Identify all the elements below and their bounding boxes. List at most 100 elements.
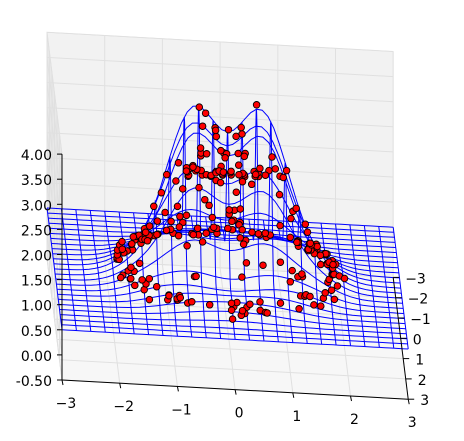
scatter-point [286, 233, 295, 242]
y-tick-label: 0 [413, 332, 422, 348]
scatter-point [127, 263, 135, 272]
scatter-point [183, 242, 191, 250]
wire-col [104, 211, 121, 334]
scatter-point [259, 261, 267, 269]
scatter-point [329, 260, 337, 269]
scatter-point [174, 231, 183, 240]
scatter-point [141, 228, 150, 237]
x-tick-mark [61, 379, 64, 386]
scatter-point [242, 259, 251, 267]
scatter-point [128, 240, 136, 248]
scatter-point [301, 220, 310, 228]
scatter-point [306, 239, 315, 248]
scatter-point [295, 305, 303, 313]
z-tick-label: 2.00 [21, 249, 52, 265]
scatter-point [316, 251, 325, 260]
scatter-point [279, 173, 288, 182]
scatter-point [261, 171, 270, 179]
x-tick-mark [350, 395, 352, 402]
scatter-point [198, 122, 207, 130]
scatter-point [145, 295, 154, 304]
z-tick-label: -0.50 [16, 374, 52, 390]
scatter-point [162, 170, 171, 179]
scatter-point [310, 301, 318, 309]
scatter-point [131, 281, 139, 290]
scatter-point [165, 291, 173, 300]
x-tick-mark [234, 389, 237, 395]
scatter-point [236, 234, 244, 242]
scatter-point [172, 177, 180, 185]
x-tick-mark [292, 392, 295, 398]
scatter-points [113, 101, 349, 323]
scatter-point [252, 101, 261, 109]
scatter-point [268, 153, 276, 161]
scatter-point [228, 315, 237, 323]
scatter-point [224, 125, 233, 134]
wire-col [349, 224, 366, 347]
scatter-point [182, 167, 191, 175]
y-tick-label: 1 [415, 353, 424, 369]
scatter-point [202, 229, 210, 237]
scatter-point [306, 292, 314, 301]
scatter-point [287, 214, 295, 223]
scatter-point [276, 299, 285, 307]
x-tick-mark [119, 383, 122, 389]
z-tick-label: 2.50 [21, 223, 52, 239]
scatter-point [152, 282, 161, 291]
scatter-point [235, 170, 243, 179]
scatter-point [205, 201, 213, 210]
scatter-point [333, 282, 342, 290]
x-tick-mark [176, 386, 179, 392]
z-tick-label: 4.00 [21, 148, 52, 164]
scatter-point [143, 237, 152, 245]
grid-line-y [51, 72, 399, 319]
scatter-point [209, 223, 218, 231]
scatter-point [227, 306, 236, 314]
wire-col [392, 227, 409, 350]
scatter-point [188, 298, 196, 306]
scatter-point [178, 185, 187, 193]
scatter-point [138, 276, 146, 284]
scatter-point [234, 149, 242, 158]
wire-col [46, 207, 63, 330]
scatter-point [275, 190, 284, 199]
scatter-point [240, 152, 249, 161]
x-tick-label: −1 [171, 402, 192, 418]
scatter-point [189, 230, 198, 239]
z-tick-label: 1.50 [21, 274, 52, 290]
scatter-point [135, 259, 144, 268]
scatter-point [224, 224, 232, 233]
z-tick-label: 3.50 [21, 173, 52, 189]
scatter-point [232, 188, 241, 196]
scatter-point [167, 217, 175, 226]
scatter-point [189, 163, 197, 171]
x-tick-label: −2 [113, 399, 134, 415]
scatter-point [198, 238, 207, 246]
scatter-point [217, 146, 225, 155]
wire-col [277, 162, 294, 343]
scatter-point [153, 217, 162, 225]
y-tick-label: −2 [408, 292, 429, 308]
tick-labels: −3 −2 −1 0 1 2 3 −3 −2 −1 0 1 2 3 -0.50 0.00 0.50 1.00 1.5… [16, 148, 431, 431]
scatter-point [238, 273, 246, 281]
scatter-point [129, 233, 138, 241]
scatter-point [195, 103, 204, 111]
scatter-point [145, 274, 154, 283]
scatter-point [173, 202, 182, 211]
x-tick-mark [407, 399, 410, 405]
scatter-point [238, 177, 247, 186]
z-tick-label: 1.00 [21, 299, 52, 315]
y-tick-label: −3 [405, 271, 426, 287]
scatter-point [219, 168, 228, 176]
scatter-point [292, 204, 300, 213]
scatter-point [195, 183, 203, 192]
grid-line-y [46, 32, 394, 278]
scatter-point [238, 306, 247, 315]
scatter-point [145, 222, 154, 230]
scatter-point [232, 132, 240, 141]
z-tick-label: 0.00 [21, 349, 52, 365]
scatter-point [340, 274, 349, 283]
grid-line-y [49, 52, 396, 299]
scatter-point [234, 161, 243, 169]
